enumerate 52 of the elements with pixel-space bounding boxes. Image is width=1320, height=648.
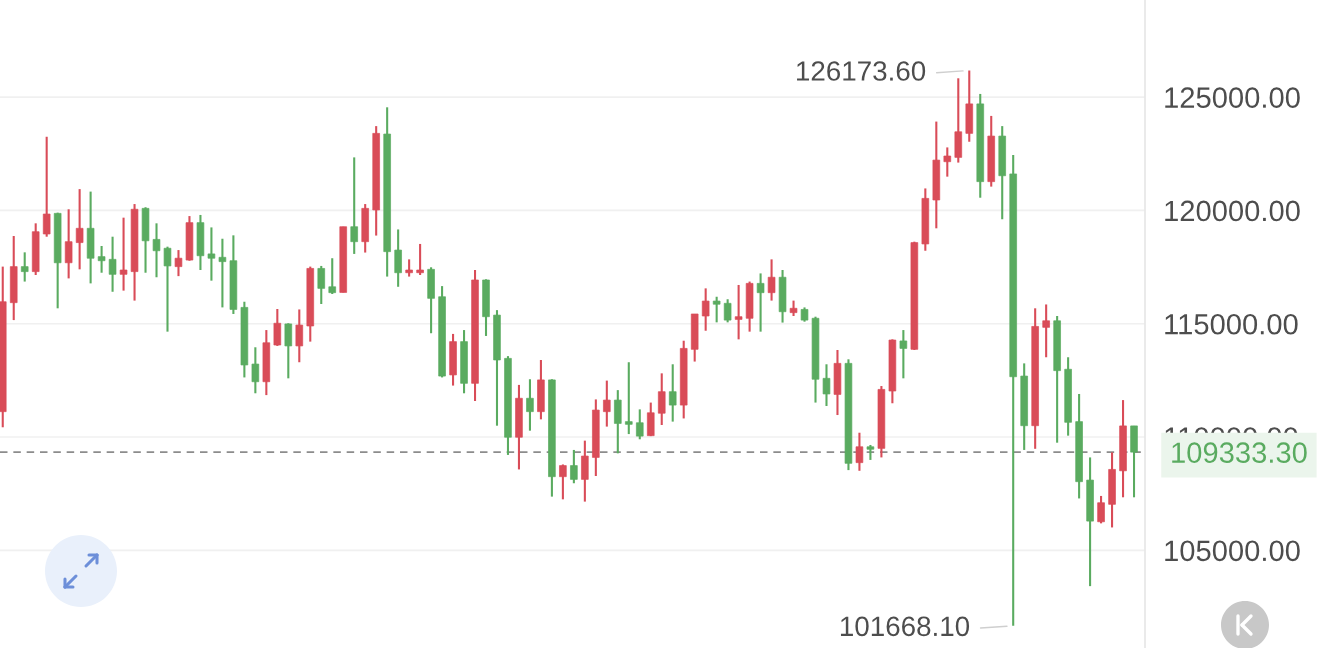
candlestick [636, 408, 644, 441]
candlestick [284, 322, 293, 380]
candlestick [251, 346, 260, 395]
candlestick [855, 431, 864, 472]
candlestick [20, 251, 29, 283]
candlestick [1097, 494, 1105, 525]
candlestick [723, 298, 732, 324]
y-tick-label: 105000.00 [1165, 540, 1300, 562]
candlestick [42, 135, 51, 238]
candlestick [1042, 303, 1050, 359]
candlestick [526, 378, 534, 432]
y-tick-label: 125000.00 [1165, 87, 1300, 108]
candlestick [317, 264, 326, 306]
candlestick [756, 272, 765, 333]
candlestick [416, 242, 424, 277]
candlestick [207, 226, 216, 282]
candlestick [581, 439, 589, 503]
candlestick [64, 208, 73, 280]
annotation: 101668.10 [840, 616, 970, 637]
candlestick [712, 295, 721, 324]
annotation: 126173.60 [797, 61, 926, 81]
candlestick [75, 188, 84, 271]
candlestick [174, 249, 183, 278]
candlestick [152, 222, 161, 279]
candlestick [328, 257, 336, 296]
candlestick [899, 329, 908, 380]
candlestick [559, 463, 567, 501]
candlestick [119, 216, 128, 292]
candlestick [163, 245, 172, 333]
candlestick [822, 363, 831, 408]
candlestick [97, 244, 106, 274]
candlestick [108, 235, 117, 293]
y-tick-label: 120000.00 [1165, 200, 1300, 222]
ref-line-label: 109333.30 [1172, 442, 1307, 463]
candlestick [657, 372, 666, 427]
candlestick [603, 379, 611, 428]
candlestick [668, 363, 677, 423]
candlestick [218, 237, 227, 309]
candlestick [350, 156, 358, 255]
candlestick [570, 448, 578, 485]
candlestick [701, 287, 710, 332]
y-tick-label: 115000.00 [1165, 313, 1298, 335]
candlestick [647, 401, 655, 438]
candlestick [625, 361, 633, 436]
candlestick [767, 258, 776, 302]
candlestick [394, 228, 402, 288]
candlestick [273, 307, 282, 347]
candlestick [734, 283, 743, 341]
candlestick [614, 389, 622, 455]
candlestick [943, 146, 952, 178]
candlestick [295, 308, 304, 364]
candlestick [789, 299, 798, 318]
